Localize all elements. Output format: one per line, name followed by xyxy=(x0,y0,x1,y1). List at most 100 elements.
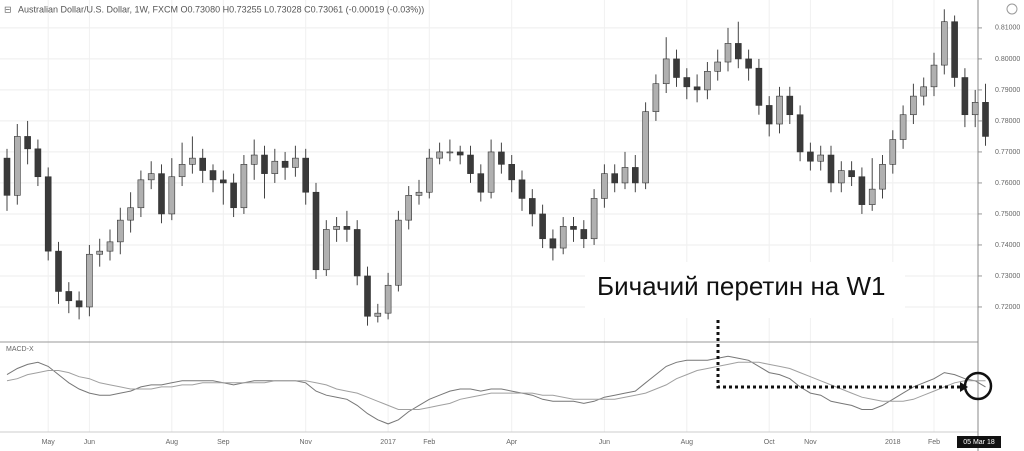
candle-body xyxy=(498,151,505,165)
candle-body xyxy=(436,151,443,159)
candle-body xyxy=(302,157,310,193)
candle-body xyxy=(714,61,722,72)
candle-body xyxy=(158,173,165,215)
candle-body xyxy=(889,139,897,165)
x-tick-label: May xyxy=(42,439,56,446)
candle-body xyxy=(106,241,114,252)
candle-body xyxy=(292,157,299,168)
candle-body xyxy=(75,300,83,308)
y-tick-label: 0.79000 xyxy=(995,87,1020,94)
candle-body xyxy=(642,111,649,184)
candle-body xyxy=(14,136,21,196)
candle-body xyxy=(961,77,969,116)
candle-body xyxy=(951,21,958,78)
candle-body xyxy=(24,136,31,150)
candle-body xyxy=(189,157,196,165)
x-tick-label: 2017 xyxy=(380,439,396,446)
candle-body xyxy=(312,191,320,271)
indicator-label: MACD-X xyxy=(6,346,34,353)
candle-body xyxy=(982,102,989,137)
candle-body xyxy=(65,291,73,302)
candle-body xyxy=(127,207,134,221)
highlight-circle xyxy=(963,371,993,401)
candle-body xyxy=(662,58,670,85)
candle-body xyxy=(910,95,917,116)
indicator-line xyxy=(6,361,986,410)
candle-body xyxy=(590,198,598,240)
candle-body xyxy=(34,148,42,178)
candle-body xyxy=(178,164,186,178)
candle-body xyxy=(848,170,855,178)
candle-body xyxy=(940,21,948,66)
crosshair-label-box xyxy=(957,436,1001,448)
x-tick-label: Jun xyxy=(599,439,610,446)
x-tick-label: Apr xyxy=(506,439,518,446)
x-tick-label: Oct xyxy=(764,439,775,446)
candle-body xyxy=(807,151,814,162)
candle-body xyxy=(209,170,217,181)
candle-body xyxy=(611,173,619,184)
candle-body xyxy=(776,95,783,125)
candle-body xyxy=(44,176,52,252)
candle-body xyxy=(3,157,11,196)
candle-body xyxy=(353,229,361,277)
x-tick-label: Sep xyxy=(217,439,230,446)
candle-body xyxy=(508,164,516,181)
candle-body xyxy=(683,77,691,88)
candle-body xyxy=(786,95,794,116)
candle-body xyxy=(117,219,124,243)
x-tick-label: Nov xyxy=(804,439,817,446)
candle-body xyxy=(55,250,62,292)
candle-body xyxy=(415,191,423,196)
x-tick-label: Feb xyxy=(928,439,940,446)
candle-body xyxy=(570,226,577,230)
candle-body xyxy=(724,43,732,63)
candle-body xyxy=(858,176,866,205)
candle-body xyxy=(817,154,825,162)
y-tick-label: 0.78000 xyxy=(995,118,1020,125)
y-tick-label: 0.77000 xyxy=(995,149,1020,156)
candle-body xyxy=(86,253,93,308)
candle-body xyxy=(704,71,711,91)
icon[interactable]: ⊟ xyxy=(4,4,12,14)
crosshair-label: 05 Mar 18 xyxy=(963,439,995,446)
x-tick-label: Aug xyxy=(166,439,179,446)
candle-body xyxy=(652,83,660,112)
candle-body xyxy=(199,157,206,171)
candle-body xyxy=(281,160,289,168)
y-tick-label: 0.80000 xyxy=(995,56,1020,63)
x-tick-label: Jun xyxy=(84,439,95,446)
candle-body xyxy=(168,176,176,215)
candle-body xyxy=(487,151,495,193)
candle-body xyxy=(971,102,979,116)
candle-body xyxy=(364,275,371,317)
candle-body xyxy=(230,182,237,209)
candle-body xyxy=(745,58,752,69)
y-tick-label: 0.74000 xyxy=(995,242,1020,249)
candle-body xyxy=(528,198,536,215)
candle-body xyxy=(425,157,433,193)
candle-body xyxy=(549,238,557,249)
candle-body xyxy=(220,179,227,184)
candle-body xyxy=(693,86,701,91)
candle-body xyxy=(621,167,629,184)
candle-body xyxy=(899,114,907,140)
candle-body xyxy=(384,284,392,314)
candle-body xyxy=(827,154,835,184)
indicator-line xyxy=(6,355,986,425)
x-tick-label: 2018 xyxy=(885,439,901,446)
candle-body xyxy=(446,151,454,154)
candle-body xyxy=(240,164,248,209)
candle-body xyxy=(765,105,773,125)
y-tick-label: 0.76000 xyxy=(995,180,1020,187)
candle-body xyxy=(467,154,474,174)
annotation-arrow xyxy=(716,320,962,389)
info-icon[interactable] xyxy=(1006,3,1018,15)
candle-body xyxy=(673,58,680,78)
candle-body xyxy=(477,173,485,193)
candle-body xyxy=(405,195,413,221)
candle-body xyxy=(868,188,876,205)
chart-title: Australian Dollar/U.S. Dollar, 1W, FXCM … xyxy=(18,4,424,14)
candle-body xyxy=(322,229,330,271)
